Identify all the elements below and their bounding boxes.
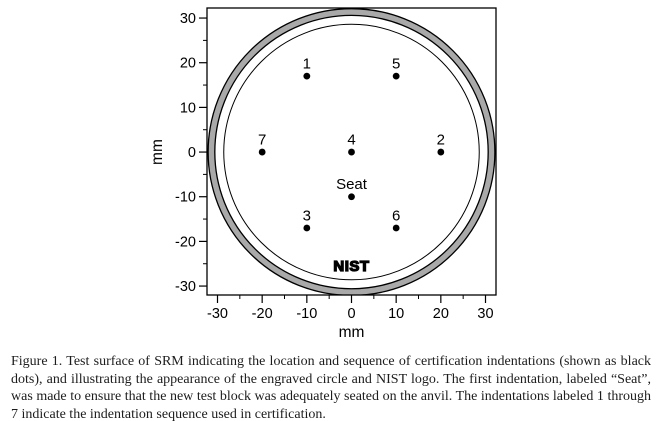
indentation-label-6: 6 <box>392 207 400 224</box>
x-tick-label: 0 <box>347 306 355 322</box>
block-outer-edge-circle <box>207 8 496 295</box>
y-tick-label: 10 <box>180 100 196 116</box>
indentation-dot-1 <box>303 72 311 80</box>
block-rim-fill <box>208 8 495 295</box>
indentation-dot-5 <box>392 72 400 80</box>
indentation-dot-4 <box>348 148 355 156</box>
figure-caption: Figure 1. Test surface of SRM indicating… <box>11 353 651 421</box>
caption-line-4: 7 indicate the indentation sequence used… <box>11 406 326 421</box>
y-axis-label: mm <box>149 139 166 165</box>
x-tick-label: 30 <box>477 306 493 322</box>
caption-line-2: dots), and illustrating the appearance o… <box>11 371 651 387</box>
engraved-circle <box>223 23 480 281</box>
y-tick-label: -30 <box>175 279 196 295</box>
x-tick-label: -10 <box>296 306 317 322</box>
indentation-label-seat: Seat <box>336 176 368 193</box>
x-tick-label: -30 <box>207 306 228 322</box>
y-tick-label: 20 <box>180 56 196 72</box>
x-axis-label: mm <box>339 324 365 341</box>
indentation-dot-3 <box>303 224 311 232</box>
indentation-label-7: 7 <box>258 132 266 149</box>
x-tick-label: -20 <box>252 306 273 322</box>
x-tick-label: 20 <box>433 306 449 322</box>
y-tick-label: 0 <box>188 145 196 161</box>
indentation-label-2: 2 <box>437 132 445 149</box>
y-tick-label: -10 <box>175 190 196 206</box>
indentation-dot-6 <box>392 224 400 232</box>
indentation-label-4: 4 <box>347 132 355 149</box>
nist-logo: NIST <box>333 258 369 275</box>
indentation-dot-7 <box>258 148 266 156</box>
indentation-label-5: 5 <box>392 56 400 73</box>
caption-line-3: was made to ensure that the new test blo… <box>11 389 651 405</box>
block-rim-inner-edge-circle <box>214 14 489 290</box>
y-tick-label: 30 <box>180 11 196 27</box>
indentation-label-3: 3 <box>303 207 311 224</box>
caption-line-1: Figure 1. Test surface of SRM indicating… <box>11 354 651 369</box>
indentation-dot-seat <box>348 193 355 201</box>
y-tick-label: -20 <box>175 234 196 250</box>
x-tick-label: 10 <box>388 306 404 322</box>
indentation-dot-2 <box>437 148 445 156</box>
indentation-label-1: 1 <box>303 56 311 73</box>
nist-logo-mask: NIST <box>333 258 369 275</box>
